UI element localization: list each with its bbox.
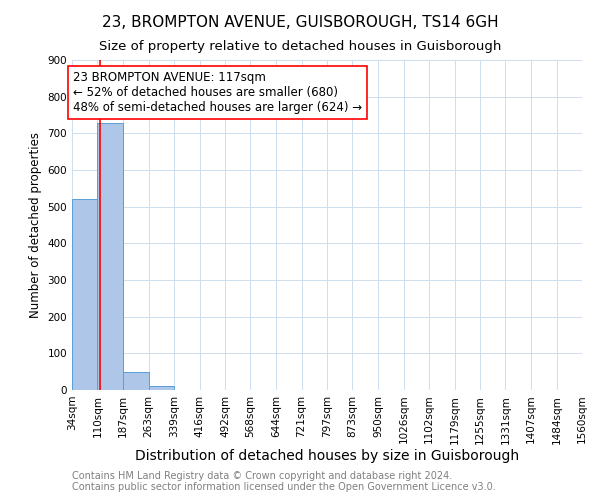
Text: Size of property relative to detached houses in Guisborough: Size of property relative to detached ho… [99, 40, 501, 53]
Bar [123, 372, 149, 390]
Y-axis label: Number of detached properties: Number of detached properties [29, 132, 42, 318]
Text: 23 BROMPTON AVENUE: 117sqm
← 52% of detached houses are smaller (680)
48% of sem: 23 BROMPTON AVENUE: 117sqm ← 52% of deta… [73, 71, 362, 114]
Bar [149, 386, 174, 390]
Text: Contains HM Land Registry data © Crown copyright and database right 2024.
Contai: Contains HM Land Registry data © Crown c… [72, 471, 496, 492]
X-axis label: Distribution of detached houses by size in Guisborough: Distribution of detached houses by size … [135, 449, 519, 463]
Bar [72, 200, 97, 390]
Bar [97, 124, 123, 390]
Text: 23, BROMPTON AVENUE, GUISBOROUGH, TS14 6GH: 23, BROMPTON AVENUE, GUISBOROUGH, TS14 6… [101, 15, 499, 30]
